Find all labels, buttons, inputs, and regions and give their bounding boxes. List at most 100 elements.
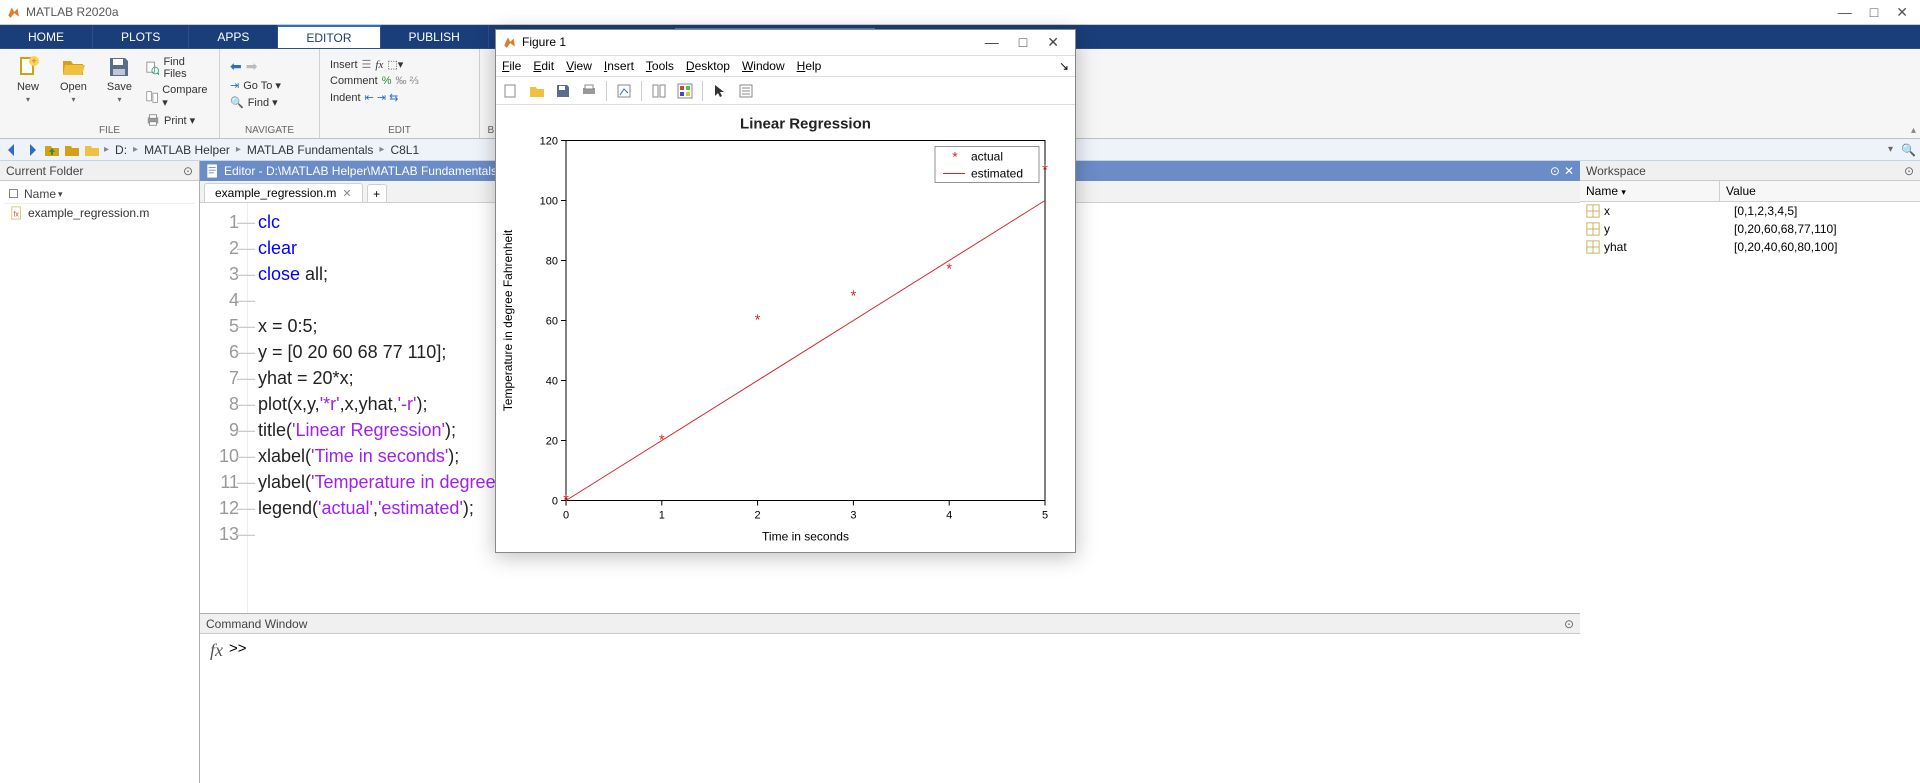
svg-text:fx: fx <box>13 212 19 219</box>
tb-insert-legend-icon[interactable] <box>735 80 757 102</box>
breadcrumb-drive[interactable]: D: <box>113 143 129 157</box>
fig-minimize-icon[interactable]: — <box>975 34 1009 50</box>
matlab-logo-icon <box>6 5 20 19</box>
close-icon[interactable]: ✕ <box>1896 4 1908 21</box>
browse-folder-icon[interactable] <box>64 142 80 158</box>
address-dropdown-icon[interactable]: ▾ <box>1884 144 1897 155</box>
cmd-menu-icon[interactable]: ⊙ <box>1564 617 1574 631</box>
ribbon-group-navigate: NAVIGATE <box>220 125 319 136</box>
svg-text:100: 100 <box>540 196 558 208</box>
command-window-body[interactable]: fx >> <box>200 634 1580 783</box>
breadcrumb-3[interactable]: C8L1 <box>388 143 421 157</box>
svg-text:*: * <box>952 149 958 165</box>
file-tab[interactable]: example_regression.m ✕ <box>204 183 363 202</box>
compare-button[interactable]: Compare ▾ <box>146 83 209 110</box>
fig-menu-more-icon[interactable]: ↘ <box>1059 59 1069 73</box>
tb-save-icon[interactable] <box>552 80 574 102</box>
tb-open-icon[interactable] <box>526 80 548 102</box>
svg-text:Temperature in degree Fahrenhe: Temperature in degree Fahrenheit <box>501 229 515 411</box>
ribbon-group-file: FILE <box>0 125 219 136</box>
svg-text:3: 3 <box>850 510 856 522</box>
open-button[interactable]: Open ▾ <box>54 53 93 106</box>
matlab-logo-icon <box>502 35 516 49</box>
ws-col-name[interactable]: Name ▾ <box>1580 181 1720 201</box>
fig-menu-tools[interactable]: Tools <box>646 59 674 73</box>
svg-text:120: 120 <box>540 136 558 148</box>
tb-new-icon[interactable] <box>500 80 522 102</box>
svg-text:+: + <box>31 56 36 66</box>
forward-icon[interactable] <box>24 142 40 158</box>
svg-text:actual: actual <box>971 150 1003 164</box>
fig-maximize-icon[interactable]: □ <box>1009 34 1037 50</box>
workspace-row[interactable]: y[0,20,60,68,77,110] <box>1580 220 1920 238</box>
fig-menu-file[interactable]: File <box>502 59 521 73</box>
comment-button[interactable]: Comment % ‰ ⅔ <box>330 74 469 88</box>
add-tab-button[interactable]: + <box>367 184 387 202</box>
panel-menu-icon[interactable]: ⊙ <box>183 164 193 178</box>
minimize-icon[interactable]: — <box>1838 4 1852 21</box>
editor-close-icon[interactable]: ✕ <box>1564 164 1574 178</box>
tb-rotate-icon[interactable] <box>648 80 670 102</box>
tb-print-icon[interactable] <box>578 80 600 102</box>
new-button[interactable]: + New ▾ <box>10 53 46 106</box>
workspace-row[interactable]: yhat[0,20,40,60,80,100] <box>1580 238 1920 256</box>
tab-plots[interactable]: PLOTS <box>93 25 189 48</box>
svg-text:60: 60 <box>546 316 558 328</box>
breadcrumb-2[interactable]: MATLAB Fundamentals <box>245 143 376 157</box>
workspace-panel: Workspace ⊙ Name ▾ Value x[0,1,2,3,4,5] … <box>1580 161 1920 783</box>
command-window-title: Command Window <box>206 617 307 631</box>
file-name: example_regression.m <box>28 206 149 220</box>
breadcrumb-1[interactable]: MATLAB Helper <box>142 143 232 157</box>
svg-text:5: 5 <box>1042 510 1048 522</box>
find-button[interactable]: 🔍 Find ▾ <box>230 95 309 110</box>
figure-title: Figure 1 <box>522 35 975 49</box>
find-files-button[interactable]: Find Files <box>146 55 209 81</box>
workspace-row[interactable]: x[0,1,2,3,4,5] <box>1580 202 1920 220</box>
up-folder-icon[interactable] <box>44 142 60 158</box>
tab-apps[interactable]: APPS <box>189 25 278 48</box>
save-button[interactable]: Save ▾ <box>101 53 138 106</box>
workspace-menu-icon[interactable]: ⊙ <box>1904 164 1914 178</box>
svg-text:Time in seconds: Time in seconds <box>762 530 849 544</box>
ribbon-collapse-icon[interactable]: ▴ <box>1911 125 1916 136</box>
ribbon-group-edit: EDIT <box>320 125 479 136</box>
tab-editor[interactable]: EDITOR <box>278 25 380 48</box>
svg-text:20: 20 <box>546 436 558 448</box>
tab-home[interactable]: HOME <box>0 25 93 48</box>
fig-menu-edit[interactable]: Edit <box>533 59 554 73</box>
command-prompt: >> <box>229 640 247 777</box>
figure-window[interactable]: Figure 1 — □ ✕ File Edit View Insert Too… <box>495 29 1076 553</box>
fig-menu-window[interactable]: Window <box>742 59 785 73</box>
fig-close-icon[interactable]: ✕ <box>1037 34 1069 51</box>
current-folder-panel: Current Folder ⊙ ☐ Name ▾ fx example_reg… <box>0 161 200 783</box>
cf-column-name[interactable]: Name <box>24 187 56 201</box>
fig-menu-help[interactable]: Help <box>797 59 822 73</box>
ws-col-value[interactable]: Value <box>1720 181 1762 201</box>
fig-menu-insert[interactable]: Insert <box>604 59 634 73</box>
goto-button[interactable]: ⇥ Go To ▾ <box>230 78 309 93</box>
tb-edit-plot-icon[interactable] <box>613 80 635 102</box>
svg-text:0: 0 <box>552 496 558 508</box>
svg-text:1: 1 <box>659 510 665 522</box>
nav-back-forward[interactable]: ⬅ ➡ <box>230 57 309 76</box>
back-icon[interactable] <box>4 142 20 158</box>
editor-dropdown-icon[interactable]: ⊙ <box>1550 164 1560 178</box>
insert-button[interactable]: Insert ☰ fx ⬚▾ <box>330 57 469 72</box>
m-file-icon: fx <box>10 206 24 220</box>
maximize-icon[interactable]: □ <box>1870 4 1878 21</box>
line-gutter: 12345678910111213 <box>200 203 248 613</box>
tab-publish[interactable]: PUBLISH <box>381 25 489 48</box>
tab-close-icon[interactable]: ✕ <box>342 187 351 200</box>
svg-text:*: * <box>1042 163 1048 179</box>
indent-button[interactable]: Indent ⇤ ⇥ ⇆ <box>330 90 469 105</box>
figure-titlebar[interactable]: Figure 1 — □ ✕ <box>496 30 1075 56</box>
svg-text:*: * <box>851 289 857 305</box>
tb-datacursor-icon[interactable] <box>674 80 696 102</box>
tb-pointer-icon[interactable] <box>709 80 731 102</box>
address-search-icon[interactable]: 🔍 <box>1901 143 1916 157</box>
file-item[interactable]: fx example_regression.m <box>4 204 195 222</box>
figure-axes[interactable]: Linear Regression012345020406080100120Ti… <box>496 105 1075 552</box>
fig-menu-desktop[interactable]: Desktop <box>686 59 730 73</box>
fig-menu-view[interactable]: View <box>566 59 592 73</box>
fx-icon[interactable]: fx <box>210 640 223 777</box>
